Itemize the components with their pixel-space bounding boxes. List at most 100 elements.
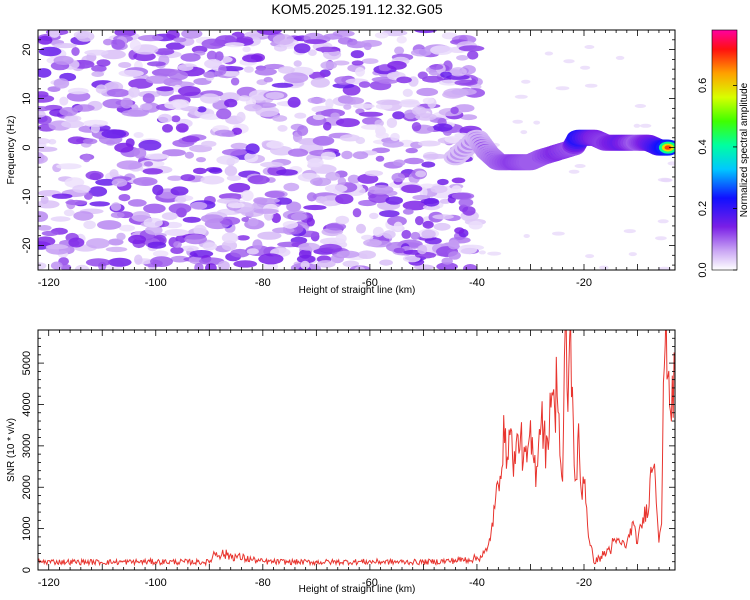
spectrogram-cell [274, 44, 287, 52]
spectrogram-cell [170, 186, 189, 196]
spectrogram-ridge-cell [664, 145, 672, 150]
spectrogram-cell [316, 260, 336, 268]
spectrogram-cell [51, 193, 73, 199]
spectrogram-cell [352, 151, 369, 160]
spectrogram-cells [38, 30, 675, 270]
spectrogram-cell [628, 252, 637, 257]
spectrogram-cell [287, 96, 301, 108]
spectrogram-cell [467, 50, 479, 60]
spectrogram-cell [253, 197, 268, 205]
spectrogram-cell [374, 32, 389, 39]
spectrogram-cell [193, 167, 207, 175]
spectrogram-cell [83, 220, 96, 230]
chart-title: KOM5.2025.191.12.32.G05 [271, 1, 442, 17]
spectrogram-cell [110, 202, 122, 212]
snr-frame [37, 329, 676, 571]
spectrogram-cell [181, 30, 203, 39]
spectrogram-cell [306, 192, 317, 202]
spectrogram-cell [433, 222, 451, 231]
spectrogram-cell [174, 196, 187, 203]
spectrogram-cell [50, 261, 63, 270]
spectrogram-cell [156, 86, 175, 92]
spectrogram-cell [219, 92, 241, 103]
spectrogram-cell [417, 244, 428, 255]
spectrogram-cell [216, 108, 232, 120]
spectrogram-cell [146, 61, 166, 67]
spectrogram-cell [206, 50, 217, 61]
spectrogram-cell [460, 114, 478, 121]
spectrogram-cell [253, 208, 279, 214]
spectrogram-cell [108, 257, 132, 267]
spectrogram-cell [152, 184, 164, 196]
spectrogram-cell [332, 83, 355, 89]
spectrogram-cell [363, 42, 372, 51]
spectrogram-cell [416, 87, 439, 97]
spectrogram-cell [272, 34, 294, 46]
spectrogram-cell [286, 201, 302, 212]
spectrogram-cell [106, 88, 130, 98]
spectrogram-cell [372, 226, 384, 237]
spectrogram-cell [394, 46, 405, 55]
spectrogram-cell [369, 212, 379, 220]
spectrogram-cell [180, 174, 196, 182]
spectrogram-cell [563, 59, 575, 64]
spectrogram-cell [330, 112, 340, 119]
spectrogram-cell [402, 254, 421, 263]
spectrogram-cell [89, 201, 110, 207]
spectrogram-cell [294, 112, 307, 119]
spectrogram-cell [580, 65, 591, 70]
spectrogram-cell [361, 234, 374, 241]
spectrogram-cell [402, 88, 413, 97]
spectrogram-cell [257, 231, 282, 240]
spectrogram-cell [341, 150, 353, 160]
spectrogram-cell [208, 167, 223, 174]
spectrogram-cell [405, 147, 418, 154]
spectrogram-cell [306, 217, 315, 227]
spectrogram-cell [585, 254, 595, 259]
spectrogram-cell [290, 212, 307, 221]
spectrogram-cell [38, 94, 55, 103]
spectrogram-cell [82, 138, 98, 145]
spectrogram-cell [417, 71, 428, 80]
spectrogram-cell [343, 104, 352, 110]
spectrogram-cell [38, 262, 47, 270]
spectrogram-cell [356, 223, 366, 234]
x-tick-label: -80 [255, 577, 271, 589]
x-tick-label: -60 [362, 277, 378, 289]
spectrogram-cell [368, 193, 390, 203]
spectrogram-cell [201, 140, 217, 148]
spectrogram-cell [224, 98, 238, 108]
spectrogram-cell [231, 127, 243, 135]
spectrogram-cell [584, 45, 595, 49]
spectrogram-cell [216, 198, 240, 204]
spectrogram-cell [422, 220, 434, 229]
spectrogram-signal-ridge [443, 129, 675, 171]
spectrogram-cell [111, 178, 128, 187]
spectrogram-cell [138, 139, 162, 151]
y-tick-label: 2000 [21, 475, 33, 499]
spectrogram-cell [217, 260, 230, 270]
spectrogram-cell [152, 250, 169, 257]
spectrogram-cell [323, 33, 343, 40]
spectrogram-cell [391, 172, 406, 183]
spectrogram-cell [71, 47, 80, 56]
spectrogram-cell [423, 153, 448, 159]
spectrogram-cell [364, 170, 384, 177]
y-tick-label: -10 [21, 189, 33, 205]
spectrogram-cell [74, 264, 90, 270]
spectrogram-cell [361, 124, 384, 130]
spectrogram-cell [325, 222, 347, 231]
spectrogram-cell [204, 59, 222, 69]
x-tick-label: -40 [469, 577, 485, 589]
spectrogram-cell [358, 111, 384, 117]
snr-y-ticks: 0 1000 2000 3000 4000 5000 [21, 329, 675, 573]
spectrogram-cell [387, 60, 407, 70]
spectrogram-cell [639, 123, 652, 128]
spectrogram-cell [412, 194, 431, 201]
spectrogram-cell [91, 64, 107, 73]
spectrogram-cell [568, 169, 580, 174]
spectrogram-cell [184, 151, 194, 159]
spectrogram-cell [118, 69, 144, 77]
spectrogram-cell [143, 217, 163, 228]
spectrogram-cell [200, 175, 225, 185]
